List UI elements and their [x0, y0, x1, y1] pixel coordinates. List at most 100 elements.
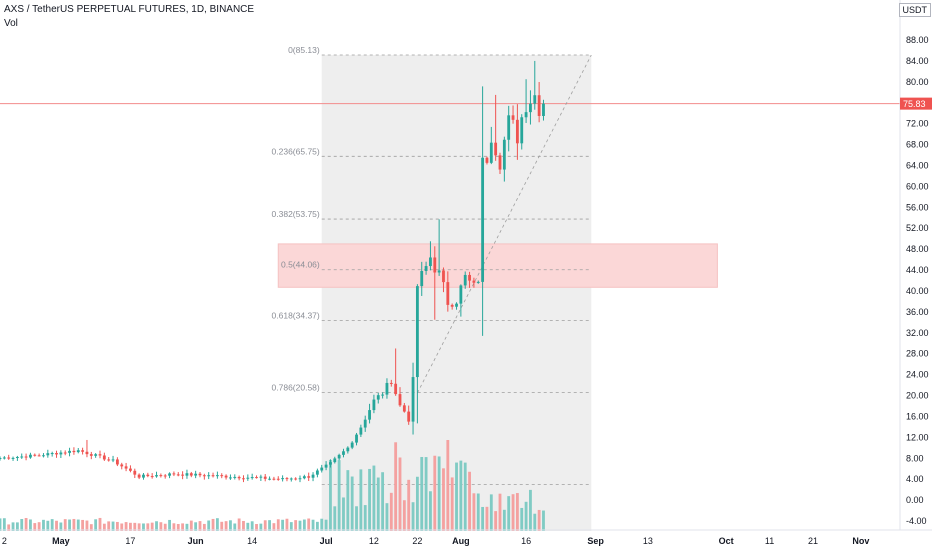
y-tick-label: 20.00 — [906, 391, 929, 401]
volume-bar — [420, 456, 424, 531]
volume-bar — [502, 509, 506, 531]
candle-body — [137, 474, 141, 478]
volume-bar — [168, 519, 171, 531]
volume-bar — [20, 519, 24, 531]
candle-body — [368, 410, 371, 420]
volume-bar — [255, 524, 258, 531]
candle-body — [68, 450, 71, 453]
volume-bar — [442, 468, 445, 531]
y-tick-label: 60.00 — [906, 181, 929, 191]
volume-bar — [107, 521, 111, 531]
candle-body — [320, 467, 324, 471]
volume-bar — [124, 522, 128, 531]
candle-body — [115, 459, 119, 465]
candle-body — [459, 285, 463, 304]
fib-retracement-area — [321, 55, 592, 532]
volume-bar — [142, 523, 145, 531]
candle-body — [276, 478, 280, 480]
volume-bar — [450, 477, 454, 531]
candle-body — [2, 457, 6, 459]
volume-bar — [376, 477, 380, 531]
candle-body — [520, 117, 524, 144]
x-tick-label: Jul — [320, 536, 333, 546]
candle-body — [0, 458, 2, 460]
candle-body — [81, 450, 85, 452]
volume-bar — [411, 502, 415, 531]
y-tick-label: 84.00 — [906, 56, 929, 66]
candle-body — [59, 452, 63, 455]
candle-body — [215, 475, 219, 477]
volume-bar — [229, 520, 232, 531]
candle-body — [342, 451, 345, 455]
candle-body — [89, 454, 93, 456]
volume-bar — [294, 520, 298, 531]
x-tick-label: 13 — [643, 536, 653, 546]
candle-body — [33, 454, 37, 456]
candle-body — [433, 257, 437, 273]
volume-bar — [489, 494, 493, 531]
candle-body — [485, 157, 489, 163]
volume-bar — [63, 519, 67, 531]
volume-bar — [207, 520, 211, 531]
candle-body — [176, 474, 180, 476]
candle-body — [37, 455, 41, 457]
volume-bar — [433, 455, 437, 531]
volume-bar — [137, 523, 141, 531]
candle-body — [272, 478, 276, 480]
y-tick-label: 28.00 — [906, 349, 929, 359]
volume-bar — [233, 523, 237, 531]
candle-body — [24, 456, 28, 458]
y-tick-label: 12.00 — [906, 432, 929, 442]
volume-bar — [398, 457, 402, 531]
volume-bar — [242, 520, 245, 531]
candle-body — [102, 455, 106, 460]
y-tick-label: 56.00 — [906, 202, 929, 212]
candle-body — [263, 476, 267, 479]
volume-bar — [342, 497, 345, 531]
volume-bar — [237, 518, 241, 531]
volume-bar — [55, 520, 58, 531]
y-tick-label: 64.00 — [906, 160, 929, 170]
candle-body — [420, 270, 424, 287]
candle-body — [324, 464, 328, 468]
volume-bar — [472, 493, 476, 531]
candle-body — [302, 476, 306, 479]
volume-bar — [529, 489, 532, 531]
candle-body — [498, 155, 502, 170]
candle-body — [15, 456, 19, 458]
y-tick-label: 0.00 — [906, 495, 924, 505]
x-tick-label: Nov — [852, 536, 869, 546]
volume-bar — [37, 522, 41, 531]
candle-body — [298, 478, 302, 480]
y-tick-label: 88.00 — [906, 35, 929, 45]
candle-body — [394, 383, 398, 395]
x-tick-label: 12 — [369, 536, 379, 546]
volume-bar — [42, 519, 45, 531]
volume-bar — [485, 506, 489, 531]
volume-bar — [11, 522, 15, 531]
volume-bar — [455, 462, 458, 531]
candle-body — [350, 442, 354, 448]
y-tick-label: -4.00 — [906, 516, 927, 526]
volume-bar — [81, 519, 85, 531]
x-tick-label: Aug — [452, 536, 470, 546]
volume-bar — [333, 506, 337, 531]
candle-body — [511, 115, 515, 120]
candle-body — [494, 142, 498, 156]
volume-bar — [163, 523, 167, 531]
currency-label[interactable]: USDT — [898, 3, 931, 17]
candle-body — [63, 452, 67, 454]
candle-body — [329, 462, 332, 465]
candle-body — [507, 115, 511, 140]
volume-bar — [198, 521, 202, 531]
candle-body — [124, 466, 128, 469]
candle-body — [415, 286, 419, 378]
volume-bar — [389, 492, 393, 531]
x-tick-label: 17 — [125, 536, 135, 546]
volume-bar — [2, 518, 6, 531]
volume-bar — [181, 523, 185, 531]
candle-body — [376, 395, 380, 400]
volume-bar — [263, 520, 267, 531]
candle-body — [50, 453, 54, 455]
